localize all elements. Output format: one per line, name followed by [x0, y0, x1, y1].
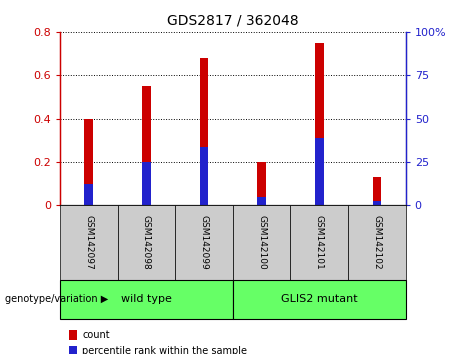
Text: GSM142100: GSM142100 — [257, 215, 266, 270]
Title: GDS2817 / 362048: GDS2817 / 362048 — [167, 14, 299, 28]
Bar — [372, 177, 381, 205]
Text: percentile rank within the sample: percentile rank within the sample — [82, 346, 247, 354]
Text: GSM142097: GSM142097 — [84, 215, 93, 270]
Text: genotype/variation ▶: genotype/variation ▶ — [5, 294, 108, 304]
Text: GSM142102: GSM142102 — [372, 215, 381, 270]
Bar — [84, 184, 93, 205]
Text: GSM142101: GSM142101 — [315, 215, 324, 270]
Text: GLIS2 mutant: GLIS2 mutant — [281, 294, 358, 304]
Bar — [315, 138, 324, 205]
Text: GSM142099: GSM142099 — [200, 215, 208, 270]
Bar — [200, 58, 208, 205]
Bar — [257, 162, 266, 205]
Text: wild type: wild type — [121, 294, 172, 304]
Bar — [200, 147, 208, 205]
Bar — [372, 201, 381, 205]
Bar — [142, 86, 151, 205]
Bar — [142, 162, 151, 205]
Bar — [257, 197, 266, 205]
Text: GSM142098: GSM142098 — [142, 215, 151, 270]
Text: count: count — [82, 330, 110, 340]
Bar — [315, 43, 324, 205]
Bar — [84, 119, 93, 205]
